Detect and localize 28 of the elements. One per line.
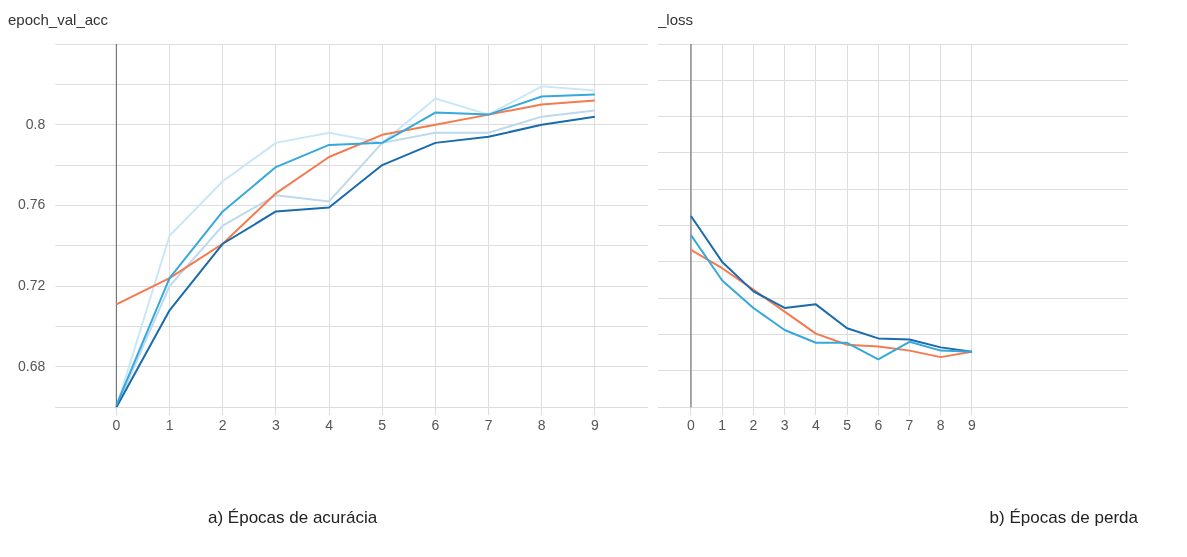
x-tick-label: 1 bbox=[718, 417, 727, 434]
x-tick-label: 7 bbox=[905, 417, 914, 434]
x-tick-label: 4 bbox=[325, 417, 334, 434]
x-tick-label: 6 bbox=[431, 417, 440, 434]
x-tick-label: 6 bbox=[874, 417, 883, 434]
x-tick-label: 0 bbox=[112, 417, 121, 434]
x-tick-label: 7 bbox=[484, 417, 493, 434]
y-tick-label: 0.68 bbox=[18, 357, 46, 374]
x-tick-label: 2 bbox=[749, 417, 758, 434]
y-tick-label: 0.72 bbox=[18, 276, 46, 293]
x-tick-label: 8 bbox=[537, 417, 546, 434]
x-tick-label: 5 bbox=[843, 417, 852, 434]
x-tick-label: 1 bbox=[165, 417, 174, 434]
x-tick-label: 4 bbox=[811, 417, 820, 434]
x-tick-label: 3 bbox=[780, 417, 789, 434]
x-tick-label: 2 bbox=[218, 417, 227, 434]
x-tick-label: 9 bbox=[590, 417, 599, 434]
x-tick-label: 3 bbox=[271, 417, 280, 434]
x-tick-label: 9 bbox=[968, 417, 977, 434]
text: b) Épocas de perda bbox=[988, 508, 1138, 528]
chart-title: epoch_val_acc bbox=[8, 11, 109, 29]
x-tick-label: 0 bbox=[687, 417, 696, 434]
x-tick-label: 5 bbox=[378, 417, 387, 434]
x-tick-label: 8 bbox=[936, 417, 945, 434]
text: a) Épocas de acurácia bbox=[207, 508, 379, 528]
y-tick-label: 0.8 bbox=[25, 115, 46, 132]
chart-title: _loss bbox=[657, 11, 694, 29]
y-tick-label: 0.76 bbox=[18, 196, 46, 213]
